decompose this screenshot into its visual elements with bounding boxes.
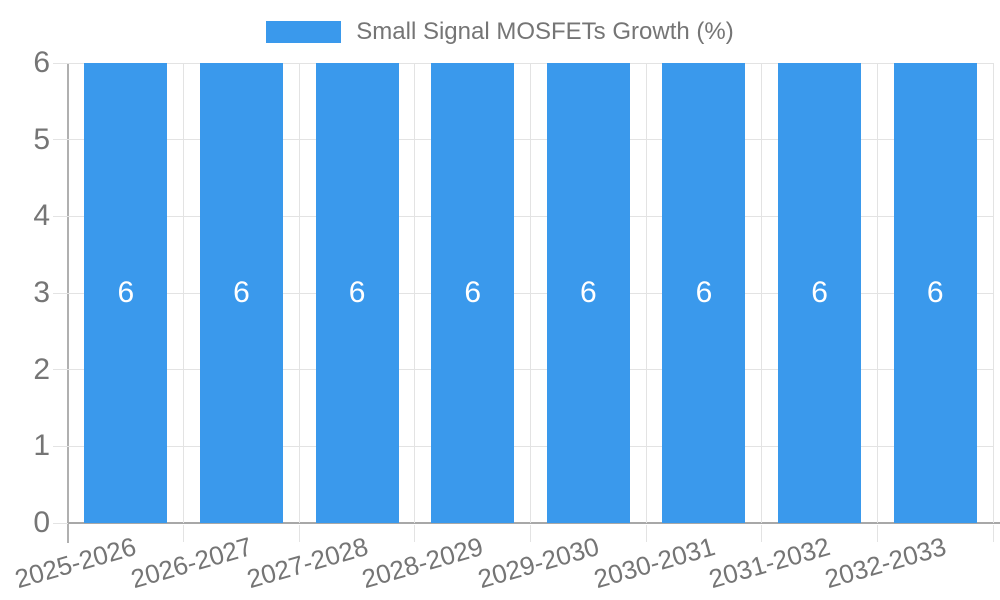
legend-swatch [266, 21, 342, 43]
y-tick-mark [53, 292, 68, 294]
x-category-label: 2028-2029 [358, 531, 487, 595]
bar-value-label: 6 [926, 276, 944, 309]
x-tick-mark [992, 525, 994, 542]
x-tick-mark [761, 525, 763, 542]
bar-value-label: 6 [579, 276, 597, 309]
y-tick-mark [53, 62, 68, 64]
bar-2031-2032[interactable]: 6 [778, 63, 862, 523]
y-tick-label: 5 [33, 122, 50, 156]
bar-value-label: 6 [348, 276, 366, 309]
plot-area: 0 1 2 3 4 5 6 6 2025-2026 6 2026-2027 6 2027-2028 6 20… [12, 48, 1000, 594]
x-axis-baseline [67, 522, 1000, 524]
y-tick-label: 6 [33, 46, 50, 79]
x-gridline [414, 63, 416, 523]
x-gridline [298, 63, 300, 523]
x-category-label: 2025-2026 [12, 531, 140, 595]
x-gridline [645, 63, 647, 523]
y-tick-label: 2 [33, 352, 50, 386]
y-tick-mark [53, 215, 68, 217]
bar-2029-2030[interactable]: 6 [546, 63, 630, 523]
bar-value-label: 6 [695, 276, 713, 309]
y-tick-label: 0 [33, 506, 50, 539]
x-tick-mark [414, 525, 416, 542]
x-category-label: 2027-2028 [243, 531, 372, 595]
y-tick-label: 3 [33, 276, 50, 309]
x-gridline [761, 63, 763, 523]
bar-value-label: 6 [233, 276, 250, 309]
x-category-label: 2029-2030 [474, 531, 603, 595]
x-tick-mark [645, 525, 647, 542]
y-tick-label: 1 [33, 429, 50, 463]
bar-value-label: 6 [811, 276, 828, 309]
x-tick-mark [183, 525, 185, 542]
y-tick-mark [53, 445, 68, 447]
y-tick-label: 4 [33, 199, 50, 233]
y-tick-mark [53, 522, 68, 524]
x-tick-mark [876, 525, 878, 542]
x-tick-mark [298, 525, 300, 542]
x-gridline [876, 63, 878, 523]
x-gridline [183, 63, 185, 523]
x-category-label: 2030-2031 [590, 531, 718, 595]
chart-legend[interactable]: Small Signal MOSFETs Growth (%) [0, 19, 1000, 45]
y-axis-line [67, 63, 69, 543]
x-category-label: 2032-2033 [821, 531, 950, 595]
y-tick-mark [53, 369, 68, 371]
y-tick-mark [53, 139, 68, 141]
x-gridline [530, 63, 531, 523]
bar-value-label: 6 [464, 276, 482, 309]
x-tick-mark [530, 525, 531, 542]
x-category-label: 2026-2027 [127, 531, 256, 595]
x-category-label: 2031-2032 [705, 531, 834, 595]
bar-2030-2031[interactable]: 6 [662, 63, 746, 523]
bar-2032-2033[interactable]: 6 [893, 63, 977, 523]
bar-2025-2026[interactable]: 6 [84, 63, 168, 523]
legend-label: Small Signal MOSFETs Growth (%) [356, 18, 734, 45]
bar-2027-2028[interactable]: 6 [315, 63, 399, 523]
bar-2026-2027[interactable]: 6 [199, 63, 283, 523]
x-gridline [992, 63, 994, 523]
bar-value-label: 6 [117, 276, 135, 309]
bar-2028-2029[interactable]: 6 [431, 63, 515, 523]
